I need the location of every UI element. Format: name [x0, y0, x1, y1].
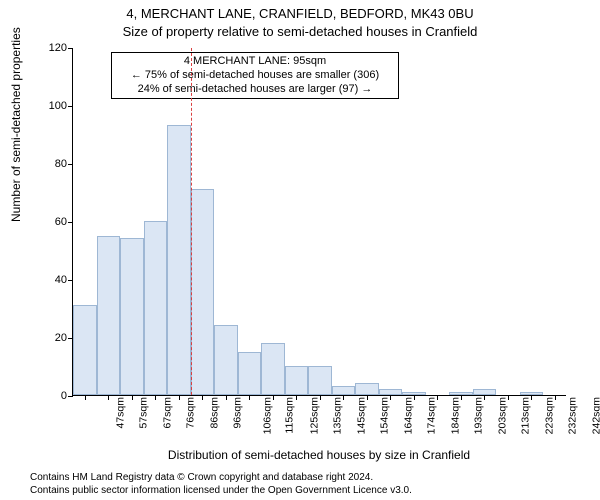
x-tick-mark	[414, 395, 415, 400]
y-tick-label: 20	[33, 332, 67, 344]
x-tick-label: 242sqm	[590, 397, 600, 434]
y-tick-label: 80	[33, 158, 67, 170]
y-tick-label: 60	[33, 216, 67, 228]
x-tick-mark	[390, 395, 391, 400]
y-tick-mark	[68, 396, 73, 397]
x-tick-label: 232sqm	[567, 397, 579, 434]
histogram-bar	[285, 366, 309, 395]
x-tick-label: 203sqm	[496, 397, 508, 434]
histogram-bar	[167, 125, 191, 395]
x-tick-mark	[367, 395, 368, 400]
y-tick-mark	[68, 164, 73, 165]
y-tick-label: 40	[33, 274, 67, 286]
x-tick-label: 145sqm	[355, 397, 367, 434]
footer-attribution: Contains HM Land Registry data © Crown c…	[30, 472, 412, 497]
histogram-bar	[120, 238, 144, 395]
x-tick-mark	[132, 395, 133, 400]
x-tick-mark	[437, 395, 438, 400]
annotation-line1: 4 MERCHANT LANE: 95sqm	[118, 55, 392, 69]
chart-title-line2: Size of property relative to semi-detach…	[0, 24, 600, 39]
x-tick-mark	[555, 395, 556, 400]
x-tick-label: 184sqm	[449, 397, 461, 434]
x-tick-mark	[85, 395, 86, 400]
x-tick-mark	[155, 395, 156, 400]
histogram-bar	[191, 189, 215, 395]
annotation-box: 4 MERCHANT LANE: 95sqm ← 75% of semi-det…	[111, 52, 399, 99]
histogram-bar	[308, 366, 332, 395]
x-tick-label: 67sqm	[161, 397, 173, 429]
y-tick-label: 0	[33, 390, 67, 402]
y-axis-label: Number of semi-detached properties	[9, 27, 23, 222]
x-tick-mark	[108, 395, 109, 400]
x-tick-label: 47sqm	[114, 397, 126, 429]
y-tick-mark	[68, 280, 73, 281]
x-tick-mark	[320, 395, 321, 400]
x-tick-label: 193sqm	[473, 397, 485, 434]
y-tick-mark	[68, 106, 73, 107]
x-tick-label: 86sqm	[208, 397, 220, 429]
histogram-bar	[97, 236, 121, 396]
histogram-bar	[261, 343, 285, 395]
x-axis-label: Distribution of semi-detached houses by …	[72, 448, 566, 462]
x-tick-label: 76sqm	[185, 397, 197, 429]
x-tick-mark	[531, 395, 532, 400]
histogram-bar	[144, 221, 168, 395]
chart-title-line1: 4, MERCHANT LANE, CRANFIELD, BEDFORD, MK…	[0, 6, 600, 21]
y-tick-label: 100	[33, 100, 67, 112]
x-tick-label: 135sqm	[332, 397, 344, 434]
y-tick-mark	[68, 222, 73, 223]
x-tick-mark	[226, 395, 227, 400]
reference-line	[191, 48, 192, 395]
y-tick-mark	[68, 48, 73, 49]
histogram-bar	[214, 325, 238, 395]
y-tick-label: 120	[33, 42, 67, 54]
annotation-line2: ← 75% of semi-detached houses are smalle…	[118, 69, 392, 83]
x-tick-mark	[202, 395, 203, 400]
x-tick-label: 223sqm	[543, 397, 555, 434]
x-tick-mark	[179, 395, 180, 400]
chart-plot-area: 4 MERCHANT LANE: 95sqm ← 75% of semi-det…	[72, 48, 566, 396]
footer-line2: Contains public sector information licen…	[30, 485, 412, 498]
x-tick-mark	[508, 395, 509, 400]
x-tick-mark	[296, 395, 297, 400]
footer-line1: Contains HM Land Registry data © Crown c…	[30, 472, 412, 485]
histogram-bar	[355, 383, 379, 395]
x-tick-label: 115sqm	[284, 397, 296, 434]
histogram-bar	[238, 352, 262, 396]
x-tick-mark	[273, 395, 274, 400]
x-tick-label: 174sqm	[426, 397, 438, 434]
histogram-bar	[73, 305, 97, 395]
annotation-line3: 24% of semi-detached houses are larger (…	[118, 83, 392, 97]
x-tick-label: 106sqm	[261, 397, 273, 434]
x-tick-mark	[249, 395, 250, 400]
x-tick-label: 96sqm	[232, 397, 244, 429]
x-tick-label: 213sqm	[520, 397, 532, 434]
x-tick-mark	[461, 395, 462, 400]
x-tick-label: 164sqm	[402, 397, 414, 434]
histogram-bar	[332, 386, 356, 395]
x-tick-mark	[343, 395, 344, 400]
x-tick-label: 154sqm	[379, 397, 391, 434]
x-tick-label: 125sqm	[308, 397, 320, 434]
x-tick-mark	[484, 395, 485, 400]
x-tick-label: 57sqm	[138, 397, 150, 429]
